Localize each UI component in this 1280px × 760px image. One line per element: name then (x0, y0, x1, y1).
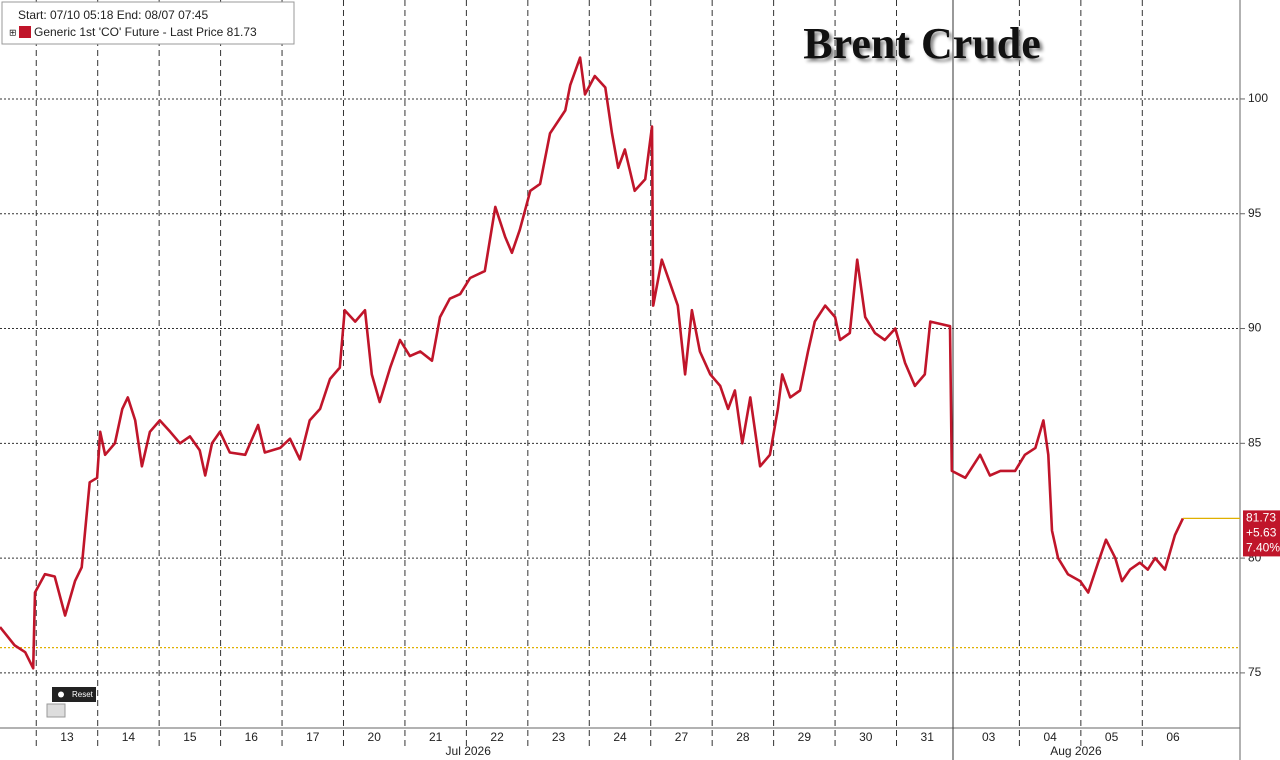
x-tick-label: 31 (921, 730, 935, 744)
reset-label[interactable]: Reset (72, 690, 94, 699)
x-tick-label: 13 (60, 730, 74, 744)
x-tick-label: 22 (490, 730, 504, 744)
last-price-label: +5.63 (1246, 526, 1277, 540)
legend-header: Start: 07/10 05:18 End: 08/07 07:45 (18, 8, 208, 22)
chart-title: Brent Crude (803, 19, 1041, 68)
x-tick-label: 21 (429, 730, 443, 744)
zoom-button[interactable] (46, 703, 66, 718)
reset-button-bg[interactable] (52, 687, 96, 702)
x-tick-label: 15 (183, 730, 197, 744)
legend-entry: Generic 1st 'CO' Future - Last Price 81.… (34, 25, 257, 39)
x-tick-label: 03 (982, 730, 996, 744)
x-tick-label: 17 (306, 730, 320, 744)
y-tick-label: 75 (1248, 665, 1262, 679)
x-tick-label: 06 (1166, 730, 1180, 744)
last-price-box (1243, 510, 1280, 557)
reset-button[interactable]: Reset (52, 687, 96, 702)
legend-swatch (19, 26, 31, 38)
month-label: Aug 2026 (1050, 744, 1102, 758)
legend-box (1, 1, 295, 45)
y-tick-label: 85 (1248, 435, 1262, 449)
x-tick-label: 05 (1105, 730, 1119, 744)
x-tick-label: 20 (368, 730, 382, 744)
y-tick-label: 95 (1248, 206, 1262, 220)
last-price-label: 7.40% (1246, 541, 1280, 555)
price-line (0, 56, 1185, 670)
marks: 81.73+5.637.40% (0, 56, 1280, 670)
x-tick-label: 28 (736, 730, 750, 744)
reset-icon (58, 691, 64, 698)
x-tick-label: 30 (859, 730, 873, 744)
legend: Start: 07/10 05:18 End: 08/07 07:45 ⊞ Ge… (1, 1, 295, 45)
x-tick-label: 27 (675, 730, 689, 744)
x-tick-label: 24 (613, 730, 627, 744)
x-tick-label: 29 (798, 730, 812, 744)
x-tick-label: 16 (245, 730, 259, 744)
last-price-label: 81.73 (1246, 511, 1276, 525)
x-tick-label: 23 (552, 730, 566, 744)
month-label: Jul 2026 (446, 744, 492, 758)
y-tick-label: 100 (1248, 91, 1268, 105)
y-tick-label: 90 (1248, 321, 1262, 335)
x-tick-label: 14 (122, 730, 136, 744)
legend-expand: ⊞ (9, 27, 17, 37)
x-tick-label: 04 (1043, 730, 1057, 744)
